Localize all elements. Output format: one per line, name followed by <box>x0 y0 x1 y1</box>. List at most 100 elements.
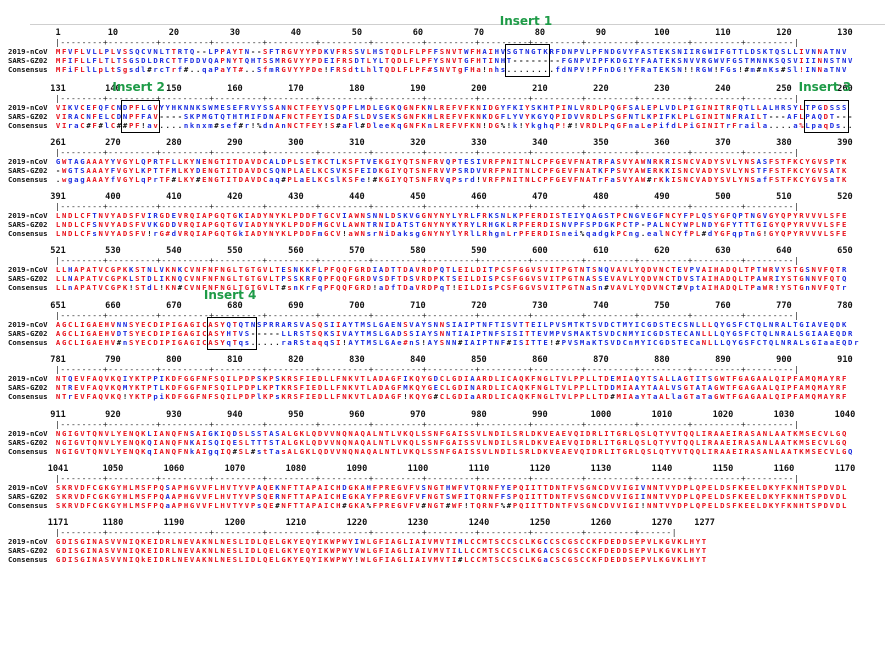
ruler-tick-label: 980 <box>471 410 487 420</box>
sequence-label: 2019-nCoV <box>8 429 48 438</box>
sequence-row: SARS-GZ02 L N D L C F S N V Y A D S F V V K G D D V R Q I A P G Q T G V… <box>8 220 888 229</box>
ruler-tick-label: 390 <box>837 138 853 148</box>
insert-box <box>121 100 160 133</box>
ruler-tick-label: 800 <box>166 355 182 365</box>
ruler-tick-label: 460 <box>471 192 487 202</box>
ruler-tick-label: 500 <box>715 192 731 202</box>
position-ruler: 911 920 930 940 950 960 970 980 990 1000 1010 1020 1… <box>50 410 888 421</box>
position-ruler: 781 790 800 810 820 830 840 850 860 870 880 890 900 9… <box>50 355 888 366</box>
sequence-row: SARS-GZ02 - W G T S A A A Y F V G Y L K P T T F M L K Y D E N G T I T D… <box>8 166 888 175</box>
ruler-tick-label: 900 <box>776 355 792 365</box>
ruler-tick-label: 911 <box>50 410 66 420</box>
ruler-tick-label: 950 <box>288 410 304 420</box>
sequence-label: SARS-GZ02 <box>8 166 48 176</box>
ruler-tick-label: 870 <box>593 355 609 365</box>
sequence-row: 2019-nCoV L N D L C F T N V Y A D S F V I R G D E V R Q I A P G Q T G K… <box>8 211 888 220</box>
ruler-tick-label: 840 <box>410 355 426 365</box>
sequence-label: 2019-nCoV <box>8 211 48 220</box>
ruler-tick-label: 890 <box>715 355 731 365</box>
sequence-label: SARS-GZ02 <box>8 438 48 448</box>
alignment-block: 1041 1050 1060 1070 1080 1090 1100 1110 1120 1130… <box>8 464 888 511</box>
ruler-tick-label: 250 <box>776 84 792 94</box>
ruler-tick-label: 340 <box>532 138 548 148</box>
ruler-tick-label: 620 <box>654 246 670 256</box>
ruler-tick-label: 140 <box>105 84 121 94</box>
sequence-row: 2019-nCoV G D I S G I N A S V V N I Q K E I D R L N E V A K N L N E S L… <box>8 537 888 546</box>
ruler-tick-label: 410 <box>166 192 182 202</box>
ruler-tick-label: 210 <box>532 84 548 94</box>
position-ruler: 261 270 280 290 300 310 320 330 340 350 360 370 380 3… <box>50 138 888 149</box>
sequence-row: SARS-GZ02 N G I G V T Q N V L Y E N Q K Q I A N Q F N K A I S Q I Q E S… <box>8 438 888 447</box>
alignment-block: 521 530 540 550 560 570 580 590 600 610 620 630 640 6… <box>8 246 888 293</box>
position-ruler: 391 400 410 420 430 440 450 460 470 480 490 500 510 5… <box>50 192 888 203</box>
ruler-tick-label: 790 <box>105 355 121 365</box>
alignment-block: 781 790 800 810 820 830 840 850 860 870 880 890 900 9… <box>8 355 888 402</box>
ruler-tick-label: 261 <box>50 138 66 148</box>
ruler-tick-label: 450 <box>410 192 426 202</box>
ruler-tick-label: 880 <box>654 355 670 365</box>
sequence-label: SARS-GZ02 <box>8 329 48 339</box>
sequence-label: 2019-nCoV <box>8 537 48 546</box>
ruler-tick-label: 600 <box>532 246 548 256</box>
ruler-tick-label: 1270 <box>651 518 673 528</box>
ruler-tick-label: 391 <box>50 192 66 202</box>
ruler-tick-label: 1090 <box>346 464 368 474</box>
ruler-tick-label: 1040 <box>834 410 856 420</box>
ruler-tick-label: 590 <box>471 246 487 256</box>
ruler-tick-label: 320 <box>410 138 426 148</box>
alignment-block: 391 400 410 420 430 440 450 460 470 480 490 500 510 5… <box>8 192 888 239</box>
ruler-tick-label: 550 <box>227 246 243 256</box>
sequence-row: 2019-nCoV A G C L I G A E H V N N S Y E C D I P I G A G I C A S Y Q T Q… <box>8 320 888 329</box>
ruler-tick-label: 380 <box>776 138 792 148</box>
ruler-tick-label: 100 <box>654 28 670 38</box>
ruler-tick-label: 1160 <box>773 464 795 474</box>
ruler-tick-label: 1080 <box>285 464 307 474</box>
alignment-block: 1 10 20 30 40 50 60 70 80 90 100 110 120 130 |--------… <box>8 28 888 75</box>
ruler-tick-label: 1050 <box>102 464 124 474</box>
ruler-line: |--------+---------+---------+---------+… <box>55 257 800 265</box>
ruler-tick-label: 60 <box>412 28 424 38</box>
insert-label: Insert 1 <box>499 14 553 28</box>
ruler-tick-label: 610 <box>593 246 609 256</box>
sequence-label: SARS-GZ02 <box>8 56 48 66</box>
sequence-label: SARS-GZ02 <box>8 546 48 556</box>
ruler-tick-label: 970 <box>410 410 426 420</box>
sequence-label: Consensus <box>8 121 48 131</box>
ruler-tick-label: 810 <box>227 355 243 365</box>
sequence-label: 2019-nCoV <box>8 483 48 492</box>
ruler-tick-label: 710 <box>410 301 426 311</box>
ruler-tick-label: 70 <box>473 28 485 38</box>
sequence-label: Consensus <box>8 392 48 402</box>
sequence-label: SARS-GZ02 <box>8 383 48 393</box>
ruler-tick-label: 560 <box>288 246 304 256</box>
ruler-tick-label: 480 <box>593 192 609 202</box>
sequence-label: 2019-nCoV <box>8 320 48 329</box>
ruler-line: |--------+---------+---------+---------+… <box>55 421 800 429</box>
ruler-tick-label: 190 <box>410 84 426 94</box>
ruler-line: |--------+---------+---------+---------+… <box>55 39 800 47</box>
alignment-block: 261 270 280 290 300 310 320 330 340 350 360 370 380 3… <box>8 138 888 185</box>
sequence-label: Consensus <box>8 447 48 457</box>
ruler-tick-label: 220 <box>593 84 609 94</box>
ruler-tick-label: 370 <box>715 138 731 148</box>
ruler-tick-label: 470 <box>532 192 548 202</box>
sequence-label: 2019-nCoV <box>8 103 48 112</box>
ruler-tick-label: 10 <box>107 28 119 38</box>
